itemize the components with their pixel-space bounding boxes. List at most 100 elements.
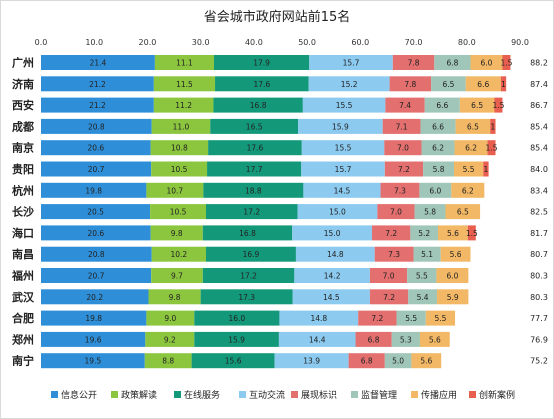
bar-segment bbox=[41, 204, 151, 220]
bar-segment bbox=[41, 161, 152, 177]
segment-value-label: 20.6 bbox=[87, 229, 104, 238]
legend: 信息公开 政策解读 在线服务 互动交流 展现标识 监督管理 传播应用 创新案例 bbox=[51, 389, 515, 401]
segment-value-label: 11.0 bbox=[173, 122, 190, 131]
bar-segment bbox=[302, 97, 386, 113]
segment-value-label: 14.5 bbox=[323, 293, 340, 302]
bars: 21.4 11.1 17.9 15.7 7.8 6.8 6.0 1.521.2 11.5 17.6… bbox=[41, 55, 513, 369]
bar-segment bbox=[297, 204, 378, 220]
segment-value-label: 19.5 bbox=[85, 357, 102, 366]
segment-value-label: 5.5 bbox=[405, 314, 417, 323]
segment-value-label: 17.6 bbox=[247, 144, 264, 153]
segment-value-label: 7.0 bbox=[397, 144, 409, 153]
legend-label: 在线服务 bbox=[184, 389, 220, 401]
segment-value-label: 21.2 bbox=[89, 80, 106, 89]
bar-segment bbox=[274, 353, 349, 369]
bar-segment bbox=[151, 161, 208, 177]
bar-segment bbox=[374, 246, 414, 262]
segment-value-label: 16.8 bbox=[250, 101, 267, 110]
bar-segment bbox=[151, 246, 206, 262]
total-label: 86.7 bbox=[530, 101, 548, 110]
bar-segment bbox=[150, 140, 209, 156]
category-label: 海口 bbox=[12, 226, 34, 240]
bar-segment bbox=[294, 268, 370, 283]
segment-value-label: 20.6 bbox=[87, 144, 104, 153]
segment-value-label: 20.7 bbox=[88, 272, 105, 281]
bar-segment bbox=[154, 55, 214, 70]
bar-segment bbox=[144, 353, 192, 369]
segment-value-label: 15.0 bbox=[329, 208, 346, 217]
bar-segment bbox=[454, 161, 484, 177]
bar-segment bbox=[384, 161, 424, 177]
bar-segment bbox=[459, 97, 495, 113]
total-label: 88.2 bbox=[530, 59, 548, 68]
category-label: 南京 bbox=[12, 141, 34, 155]
segment-value-label: 1 bbox=[484, 165, 489, 174]
segment-value-label: 5.5 bbox=[416, 272, 428, 281]
segment-value-label: 1.5 bbox=[466, 229, 478, 238]
segment-value-label: 16.0 bbox=[229, 314, 246, 323]
legend-label: 传播应用 bbox=[421, 389, 457, 401]
segment-value-label: 1 bbox=[501, 80, 506, 89]
total-label: 80.3 bbox=[530, 272, 548, 281]
bar-segment bbox=[303, 182, 381, 198]
segment-value-label: 6.5 bbox=[471, 101, 483, 110]
bar-segment bbox=[41, 140, 151, 156]
segment-value-label: 20.7 bbox=[88, 165, 105, 174]
total-label: 82.5 bbox=[530, 208, 548, 217]
segment-value-label: 20.8 bbox=[88, 122, 105, 131]
bar-segment bbox=[434, 55, 471, 70]
segment-value-label: 7.2 bbox=[383, 293, 395, 302]
bar-segment bbox=[413, 246, 441, 262]
bar-segment bbox=[382, 118, 421, 134]
segment-value-label: 17.2 bbox=[240, 272, 257, 281]
segment-value-label: 15.7 bbox=[343, 59, 360, 68]
bar-segment bbox=[150, 204, 206, 220]
bar-segment bbox=[369, 268, 408, 283]
bar-segment bbox=[194, 310, 280, 326]
bar-segment bbox=[425, 310, 456, 326]
legend-swatch bbox=[174, 391, 181, 398]
legend-swatch bbox=[51, 391, 58, 398]
bar-segment bbox=[41, 76, 154, 92]
bar-segment bbox=[41, 289, 149, 305]
category-label: 福州 bbox=[11, 269, 34, 283]
x-tick-label: 50.0 bbox=[298, 38, 316, 47]
segment-value-label: 5.6 bbox=[429, 335, 441, 344]
segment-value-label: 15.6 bbox=[225, 357, 242, 366]
bar-segment bbox=[191, 353, 275, 369]
bar-segment bbox=[358, 310, 397, 326]
x-tick-label: 90.0 bbox=[511, 38, 529, 47]
total-label: 85.4 bbox=[530, 144, 548, 153]
bar-segment bbox=[41, 353, 145, 369]
bar-segment bbox=[279, 310, 359, 326]
bar-segment bbox=[431, 76, 466, 92]
bar-segment bbox=[407, 268, 437, 283]
segment-value-label: 15.7 bbox=[335, 165, 352, 174]
segment-value-label: 9.7 bbox=[171, 272, 183, 281]
bar-segment bbox=[194, 331, 279, 347]
segment-value-label: 14.2 bbox=[324, 272, 341, 281]
legend-swatch bbox=[351, 391, 358, 398]
segment-value-label: 15.2 bbox=[341, 80, 358, 89]
segment-value-label: 6.6 bbox=[436, 101, 448, 110]
bar-segment bbox=[389, 76, 432, 92]
bar-segment bbox=[465, 76, 501, 92]
bar-segment bbox=[202, 225, 293, 241]
bar-segment bbox=[396, 310, 426, 326]
segment-value-label: 19.8 bbox=[85, 186, 102, 195]
bar-segment bbox=[301, 140, 385, 156]
segment-value-label: 6.8 bbox=[446, 59, 458, 68]
bar-segment bbox=[369, 289, 409, 305]
bar-segment bbox=[153, 76, 216, 92]
bar-segment bbox=[455, 118, 491, 134]
segment-value-label: 7.2 bbox=[385, 229, 397, 238]
segment-value-label: 16.9 bbox=[243, 250, 260, 259]
segment-value-label: 8.8 bbox=[162, 357, 174, 366]
chart-title: 省会城市政府网站前15名 bbox=[204, 9, 351, 25]
segment-value-label: 17.9 bbox=[253, 59, 270, 68]
bar-segment bbox=[41, 182, 147, 198]
segment-value-label: 14.8 bbox=[327, 250, 344, 259]
bar-segment bbox=[150, 225, 203, 241]
x-axis-ticks: 0.0 10.0 20.0 30.0 40.0 50.0 60.0 70.0 80.0 90.0 bbox=[35, 38, 529, 47]
